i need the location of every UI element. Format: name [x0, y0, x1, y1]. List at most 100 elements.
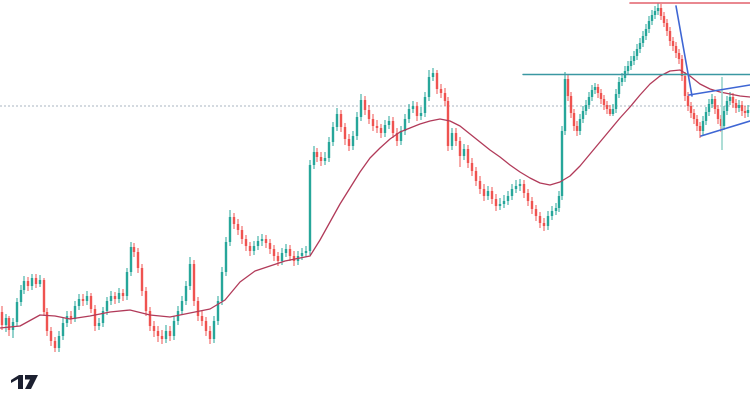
candle-body	[506, 196, 510, 201]
candle-body	[557, 196, 561, 208]
candle-body	[722, 111, 726, 126]
candle-body	[355, 117, 359, 136]
candle-body	[542, 223, 546, 226]
candle-body	[713, 99, 717, 109]
candle-body	[490, 191, 494, 199]
channel-upper-line[interactable]	[688, 84, 750, 96]
candle-body	[458, 141, 462, 156]
candle-body	[136, 252, 140, 268]
candle-body	[204, 321, 208, 331]
candle-body	[97, 323, 101, 326]
candle-body	[482, 189, 486, 196]
candle-body	[42, 280, 46, 312]
candle-body	[510, 189, 514, 196]
candle-body	[160, 336, 164, 339]
candle-body	[443, 93, 447, 101]
candle-body	[734, 103, 738, 108]
candle-body	[470, 163, 474, 171]
candle-body	[689, 106, 693, 113]
candle-body	[15, 302, 19, 322]
candle-body	[188, 264, 192, 286]
candle-body	[605, 105, 609, 109]
tv-logo-stroke-7	[25, 375, 38, 389]
candle-body	[538, 216, 542, 223]
candle-body	[486, 191, 490, 196]
candle-body	[560, 131, 564, 196]
candle-body	[65, 316, 69, 323]
candle-body	[240, 230, 244, 239]
candle-body	[439, 89, 443, 93]
candle-body	[30, 278, 34, 286]
candle-body	[593, 87, 597, 90]
candle-body	[530, 201, 534, 209]
candle-body	[695, 119, 699, 126]
candle-body	[38, 280, 42, 284]
candle-body	[435, 73, 439, 89]
candle-body	[339, 114, 343, 127]
candle-body	[315, 152, 319, 157]
candle-body	[228, 217, 232, 242]
candle-body	[450, 133, 454, 146]
candle-body	[704, 112, 708, 121]
candle-body	[686, 96, 690, 106]
candle-body	[367, 110, 371, 119]
candle-body	[308, 165, 312, 251]
candle-body	[26, 281, 30, 286]
candle-body	[319, 157, 323, 161]
candle-body	[587, 97, 591, 105]
candle-body	[728, 97, 732, 101]
moving-average-line[interactable]	[0, 69, 750, 329]
candle-body	[611, 109, 615, 114]
candle-body	[518, 184, 522, 186]
tradingview-logo-icon	[11, 375, 38, 389]
candle-body	[264, 239, 268, 243]
candle-body	[550, 211, 554, 216]
candle-body	[617, 82, 621, 94]
candle-body	[343, 127, 347, 139]
candle-body	[608, 109, 612, 114]
candle-body	[327, 142, 331, 158]
candle-body	[45, 312, 49, 331]
candle-body	[61, 323, 65, 336]
candle-body	[113, 296, 117, 299]
trendline-drawings-layer[interactable]	[522, 2, 750, 150]
candle-body	[359, 100, 363, 117]
candle-body	[563, 79, 567, 131]
candle-body	[725, 101, 729, 111]
candle-body	[665, 23, 669, 31]
candle-body	[668, 31, 672, 41]
candle-body	[614, 94, 618, 109]
candle-body	[347, 139, 351, 146]
channel-lower-line[interactable]	[700, 120, 750, 137]
candle-body	[423, 97, 427, 113]
candle-body	[276, 256, 280, 261]
candle-body	[140, 268, 144, 291]
candle-body	[73, 306, 77, 319]
steep-blue-trendline[interactable]	[675, 5, 693, 97]
candle-body	[737, 105, 741, 108]
candle-body	[731, 97, 735, 103]
candle-body	[478, 181, 482, 189]
candle-body	[196, 301, 200, 316]
candle-body	[534, 209, 538, 216]
ma-polyline[interactable]	[0, 69, 750, 329]
candle-body	[569, 96, 573, 113]
candle-body	[89, 296, 93, 309]
candle-body	[105, 301, 109, 311]
candle-body	[701, 121, 705, 131]
candle-body	[514, 186, 518, 189]
candle-body	[125, 272, 129, 296]
candle-body	[575, 126, 579, 131]
candle-body	[743, 111, 747, 113]
candle-body	[662, 16, 666, 23]
candle-body	[244, 239, 248, 246]
candle-body	[212, 321, 216, 339]
candle-body	[85, 296, 89, 301]
candle-body	[363, 100, 367, 110]
candle-body	[312, 152, 316, 165]
candle-body	[653, 11, 657, 15]
candle-body	[526, 193, 530, 201]
candle-body	[331, 127, 335, 142]
